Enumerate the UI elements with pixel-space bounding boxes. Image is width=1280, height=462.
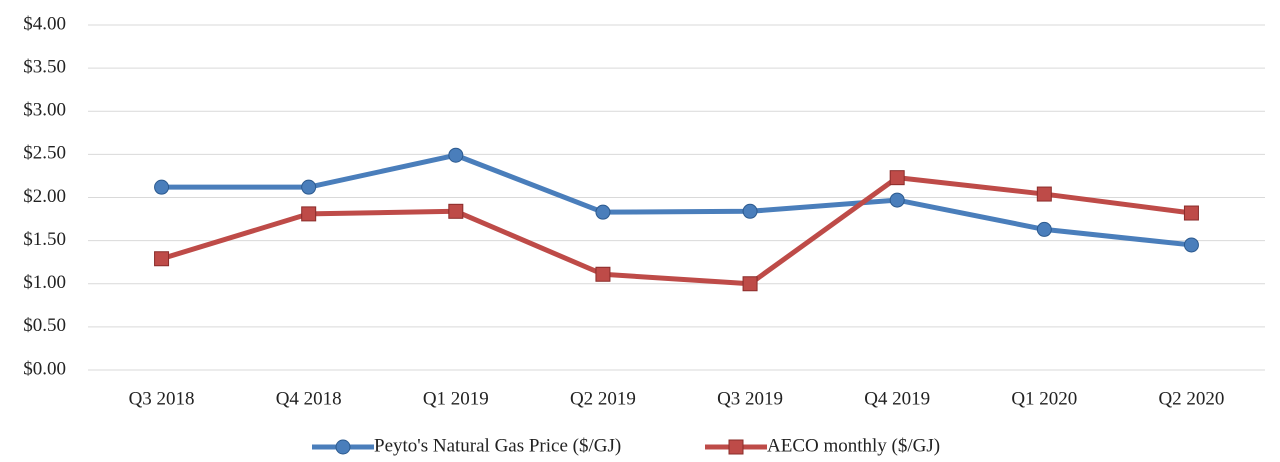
y-tick-label: $3.50 <box>23 56 66 77</box>
x-tick-label: Q2 2020 <box>1158 388 1224 409</box>
legend-label: AECO monthly ($/GJ) <box>767 435 940 456</box>
x-tick-label: Q1 2019 <box>423 388 489 409</box>
data-point <box>448 147 464 163</box>
x-tick-label: Q1 2020 <box>1011 388 1077 409</box>
x-tick-label: Q3 2018 <box>129 388 195 409</box>
data-point <box>1183 205 1199 221</box>
y-tick-label: $0.50 <box>23 315 66 336</box>
data-point <box>595 266 611 282</box>
data-point <box>448 203 464 219</box>
y-tick-label: $2.00 <box>23 186 66 207</box>
data-point <box>889 192 905 208</box>
x-tick-label: Q4 2019 <box>864 388 930 409</box>
series-line <box>161 152 1192 248</box>
y-tick-label: $1.50 <box>23 229 66 250</box>
y-tick-label: $2.50 <box>23 143 66 164</box>
data-point <box>1183 237 1199 253</box>
x-tick-label: Q4 2018 <box>276 388 342 409</box>
data-point <box>301 179 317 195</box>
legend-marker <box>728 439 744 455</box>
y-tick-label: $0.00 <box>23 358 66 379</box>
data-point <box>742 203 758 219</box>
data-point <box>1036 221 1052 237</box>
y-tick-label: $3.00 <box>23 100 66 121</box>
series-line <box>160 175 1192 287</box>
data-point <box>1036 186 1052 202</box>
data-point <box>301 206 317 222</box>
data-point <box>595 204 611 220</box>
data-point <box>154 179 170 195</box>
legend-label: Peyto's Natural Gas Price ($/GJ) <box>374 435 621 456</box>
data-point <box>889 170 905 186</box>
x-tick-label: Q3 2019 <box>717 388 783 409</box>
y-tick-label: $1.00 <box>23 272 66 293</box>
legend-marker <box>335 439 351 455</box>
y-tick-label: $4.00 <box>23 13 66 34</box>
data-point <box>154 251 170 267</box>
x-tick-label: Q2 2019 <box>570 388 636 409</box>
data-point <box>742 276 758 292</box>
